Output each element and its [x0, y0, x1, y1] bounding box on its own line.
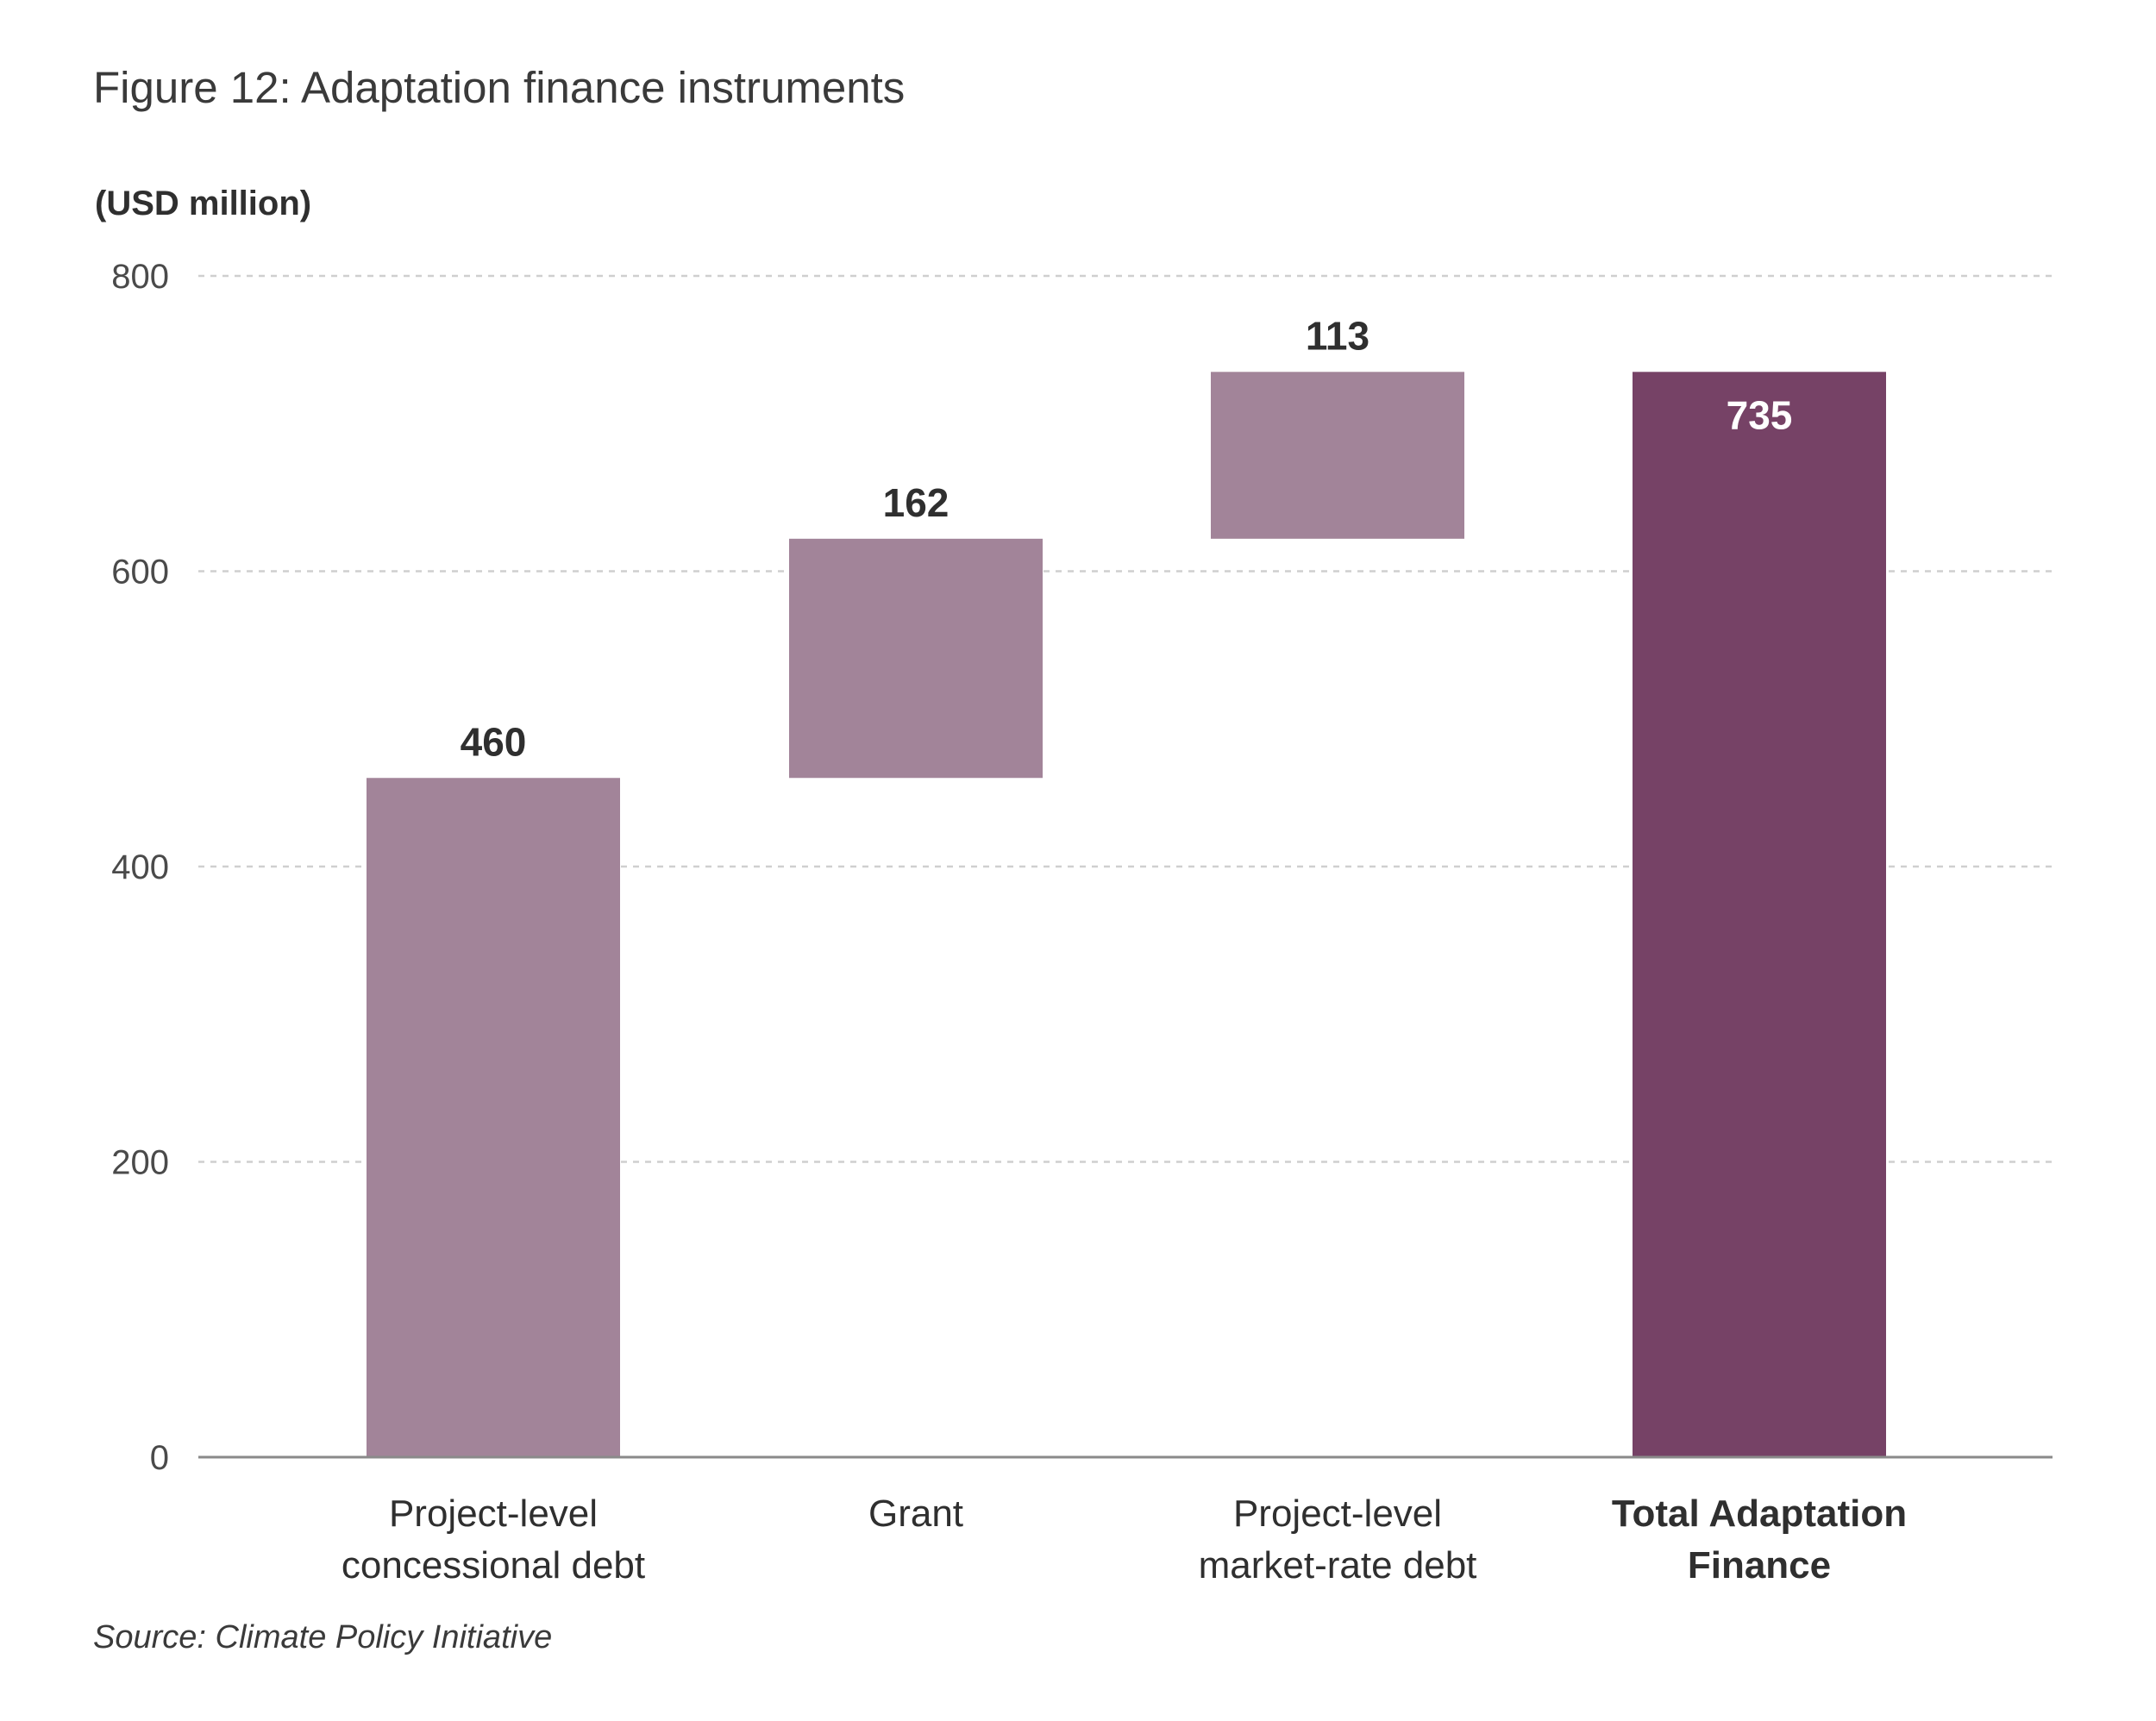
bar-value-label: 162	[883, 480, 950, 525]
value-labels: 460 162 113 735	[461, 313, 1793, 764]
y-tick-label: 0	[150, 1439, 169, 1477]
category-label: Grant	[868, 1493, 963, 1535]
bars	[367, 372, 1886, 1457]
y-axis-ticks: 0 200 400 600 800	[111, 258, 169, 1477]
category-label-line: Finance	[1688, 1544, 1831, 1586]
category-label-line: market-rate debt	[1199, 1544, 1477, 1586]
bar-value-label: 735	[1727, 392, 1793, 437]
chart-title: Figure 12: Adaptation finance instrument…	[93, 63, 906, 112]
y-tick-label: 400	[111, 848, 169, 886]
y-tick-label: 800	[111, 258, 169, 296]
category-label-line: Project-level	[1233, 1493, 1442, 1535]
increment-bar	[1211, 372, 1464, 539]
total-bar	[1633, 372, 1886, 1457]
category-label-line: Project-level	[389, 1493, 598, 1535]
category-label-line: Total Adaptation	[1612, 1493, 1907, 1535]
bar-value-label: 113	[1306, 313, 1369, 358]
source-note: Source: Climate Policy Initiative	[93, 1619, 553, 1655]
increment-bar	[789, 538, 1043, 779]
category-labels: Project-level concessional debt Grant Proje…	[342, 1493, 1907, 1586]
bar-value-label: 460	[461, 719, 527, 764]
category-label-line: Grant	[868, 1493, 963, 1535]
y-axis-unit-label: (USD million)	[95, 185, 312, 222]
category-label: Project-level market-rate debt	[1199, 1493, 1477, 1586]
increment-bar	[367, 778, 620, 1457]
category-label: Project-level concessional debt	[342, 1493, 645, 1586]
y-tick-label: 200	[111, 1144, 169, 1182]
category-label-line: concessional debt	[342, 1544, 645, 1586]
y-tick-label: 600	[111, 554, 169, 591]
category-label: Total Adaptation Finance	[1612, 1493, 1907, 1586]
